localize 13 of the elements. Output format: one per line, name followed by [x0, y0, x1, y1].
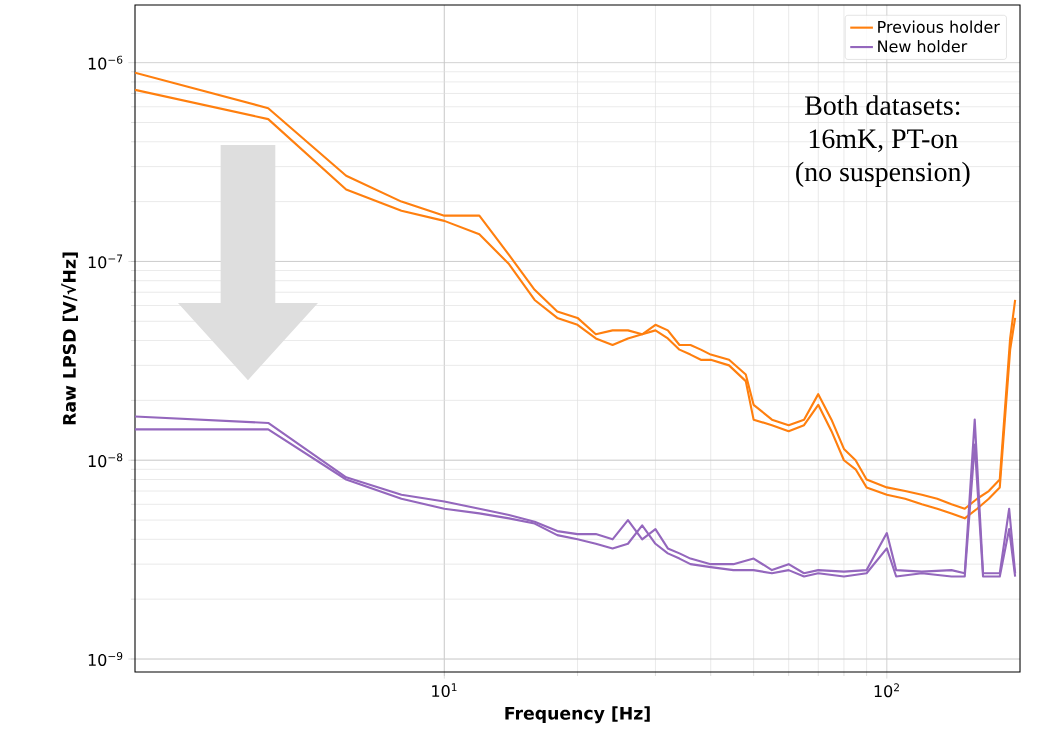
legend-label: New holder	[878, 40, 968, 53]
annotation: 16mK, PT-on	[809, 129, 958, 153]
x-tick-label: 10$^{2}$	[874, 683, 899, 698]
y-tick-label: 10$^{−8}$	[88, 453, 123, 468]
annotation: Both datasets:	[805, 95, 960, 116]
x-tick-label: 10$^{1}$	[432, 683, 457, 698]
legend-label: Previous holder	[878, 20, 1000, 33]
y-tick-label: 10$^{−7}$	[88, 254, 123, 269]
x-axis-title: Frequency [Hz]	[505, 706, 650, 724]
y-tick-label: 10$^{−9}$	[88, 652, 123, 666]
annotation: (no suspension)	[796, 161, 970, 188]
y-tick-label: 10$^{−6}$	[88, 55, 123, 70]
y-axis-title: Raw LPSD [V/√Hz]	[61, 252, 78, 425]
